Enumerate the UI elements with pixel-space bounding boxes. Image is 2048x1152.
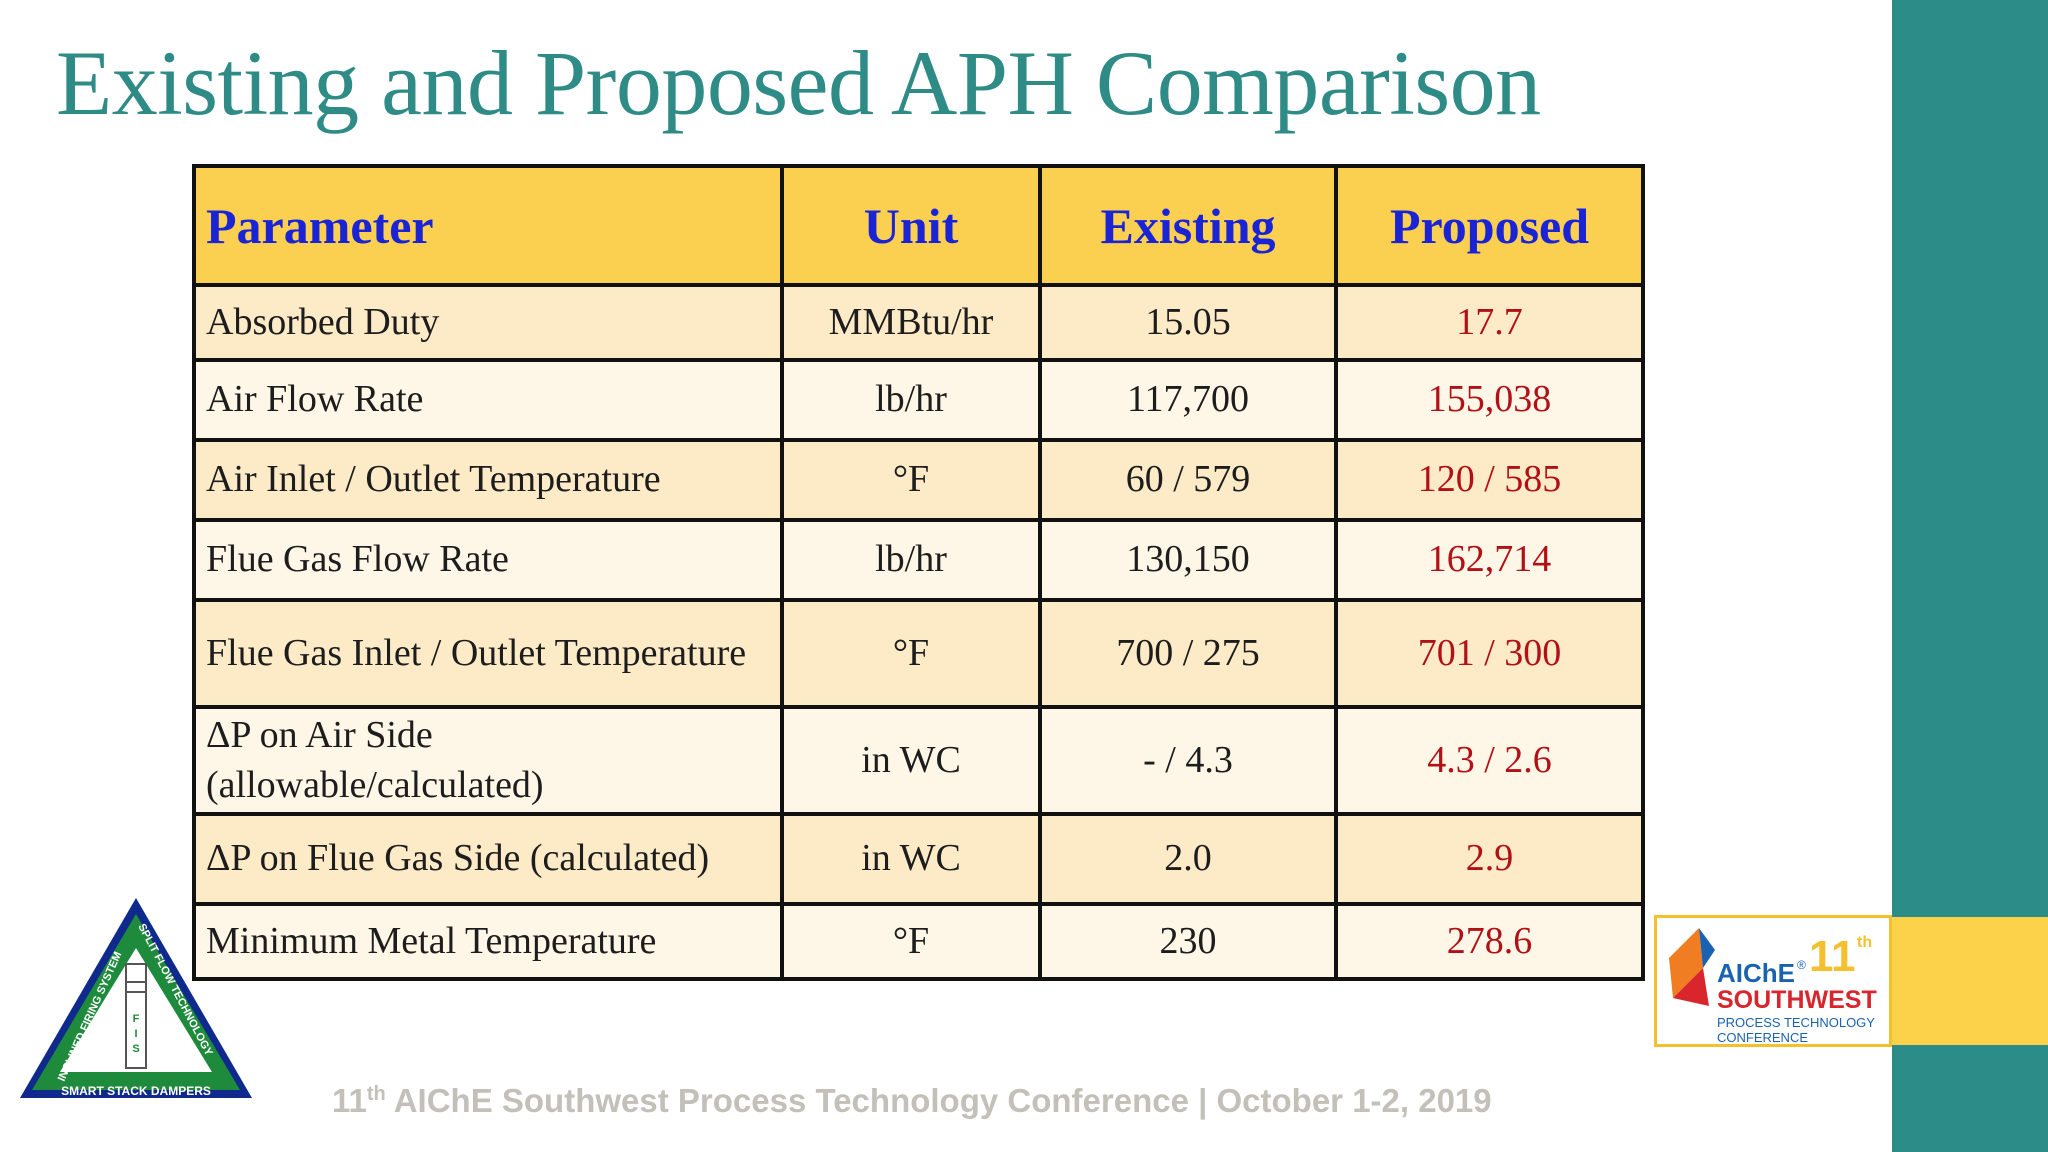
cell-proposed: 2.9 (1334, 812, 1645, 906)
cell-unit: lb/hr (780, 518, 1042, 602)
header-proposed: Proposed (1334, 164, 1645, 287)
cell-unit: in WC (780, 812, 1042, 906)
table-row: Air Inlet / Outlet Temperature °F 60 / 5… (192, 438, 1645, 522)
table-row: ΔP on Air Side (allowable/calculated) in… (192, 705, 1645, 816)
aiche-conference-logo: AIChE 11 th ® SOUTHWEST PROCESS TECHNOLO… (1654, 915, 1892, 1047)
fis-letter-i: I (134, 1028, 137, 1040)
table-row: Minimum Metal Temperature °F 230 278.6 (192, 902, 1645, 981)
fis-bottom-text: SMART STACK DAMPERS (61, 1084, 211, 1098)
cell-proposed: 155,038 (1334, 358, 1645, 442)
cell-unit: MMBtu/hr (780, 283, 1042, 362)
cell-proposed: 278.6 (1334, 902, 1645, 981)
aiche-name: AIChE (1717, 958, 1795, 988)
fis-letter-f: F (133, 1013, 140, 1025)
cell-existing: 15.05 (1038, 283, 1338, 362)
table-row: Flue Gas Flow Rate lb/hr 130,150 162,714 (192, 518, 1645, 602)
footer-prefix: 11 (332, 1082, 367, 1119)
header-unit: Unit (780, 164, 1042, 287)
cell-parameter: Absorbed Duty (192, 283, 784, 362)
cell-existing: 700 / 275 (1038, 598, 1338, 709)
aiche-eleven-suffix: th (1857, 934, 1873, 951)
footer-sup: th (366, 1083, 386, 1105)
header-parameter: Parameter (192, 164, 784, 287)
header-existing: Existing (1038, 164, 1338, 287)
table-row: Air Flow Rate lb/hr 117,700 155,038 (192, 358, 1645, 442)
aiche-subtitle-line2: CONFERENCE (1717, 1030, 1809, 1045)
cell-parameter: ΔP on Air Side (allowable/calculated) (192, 705, 784, 816)
right-accent-strip (1892, 917, 2048, 1045)
cell-proposed: 162,714 (1334, 518, 1645, 602)
cell-unit: °F (780, 598, 1042, 709)
slide-footer: 11th AIChE Southwest Process Technology … (332, 1082, 1492, 1120)
cell-parameter: Minimum Metal Temperature (192, 902, 784, 981)
cell-unit: in WC (780, 705, 1042, 816)
cell-existing: 130,150 (1038, 518, 1338, 602)
cell-existing: 60 / 579 (1038, 438, 1338, 522)
table-row: Absorbed Duty MMBtu/hr 15.05 17.7 (192, 283, 1645, 362)
fis-stack-icon (125, 963, 147, 1069)
cell-proposed: 4.3 / 2.6 (1334, 705, 1645, 816)
cell-parameter: Flue Gas Inlet / Outlet Temperature (192, 598, 784, 709)
table-header-row: Parameter Unit Existing Proposed (192, 164, 1645, 287)
aiche-registered-mark: ® (1797, 958, 1806, 972)
aiche-region: SOUTHWEST (1717, 986, 1877, 1014)
cell-existing: - / 4.3 (1038, 705, 1338, 816)
comparison-table: Parameter Unit Existing Proposed Absorbe… (192, 164, 1645, 981)
cell-existing: 117,700 (1038, 358, 1338, 442)
fis-letter-s: S (132, 1043, 139, 1055)
cell-proposed: 701 / 300 (1334, 598, 1645, 709)
cell-proposed: 17.7 (1334, 283, 1645, 362)
cell-parameter: ΔP on Flue Gas Side (calculated) (192, 812, 784, 906)
aiche-mark-icon (1669, 928, 1715, 1006)
cell-unit: °F (780, 438, 1042, 522)
cell-existing: 230 (1038, 902, 1338, 981)
table-row: ΔP on Flue Gas Side (calculated) in WC 2… (192, 812, 1645, 906)
aiche-eleven: 11 (1809, 932, 1856, 981)
cell-unit: lb/hr (780, 358, 1042, 442)
cell-proposed: 120 / 585 (1334, 438, 1645, 522)
cell-parameter: Air Flow Rate (192, 358, 784, 442)
footer-text: AIChE Southwest Process Technology Confe… (385, 1082, 1492, 1119)
fis-logo: F I S INCLINED FIRING SYSTEM SPLIT FLOW … (20, 898, 252, 1098)
cell-existing: 2.0 (1038, 812, 1338, 906)
cell-parameter: Flue Gas Flow Rate (192, 518, 784, 602)
aiche-subtitle-line1: PROCESS TECHNOLOGY (1717, 1015, 1875, 1030)
slide-title: Existing and Proposed APH Comparison (56, 32, 1541, 134)
cell-unit: °F (780, 902, 1042, 981)
cell-parameter: Air Inlet / Outlet Temperature (192, 438, 784, 522)
table-row: Flue Gas Inlet / Outlet Temperature °F 7… (192, 598, 1645, 709)
